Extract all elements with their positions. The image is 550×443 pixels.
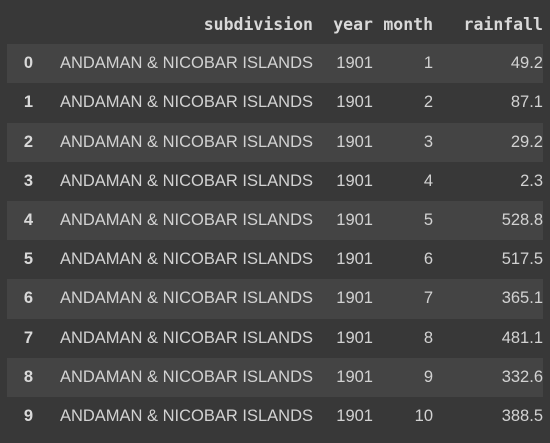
cell-rainfall: 365.1 bbox=[501, 289, 543, 308]
table-row: 8 ANDAMAN & NICOBAR ISLANDS 1901 9 332.6 bbox=[7, 357, 543, 397]
table-row: 5 ANDAMAN & NICOBAR ISLANDS 1901 6 517.5 bbox=[7, 240, 543, 280]
cell-subdivision: ANDAMAN & NICOBAR ISLANDS bbox=[59, 211, 313, 230]
cell-subdivision: ANDAMAN & NICOBAR ISLANDS bbox=[59, 406, 313, 425]
cell-month: 10 bbox=[414, 406, 433, 425]
cell-month: 6 bbox=[423, 250, 433, 269]
table-body: 0 ANDAMAN & NICOBAR ISLANDS 1901 1 49.2 … bbox=[7, 44, 543, 437]
row-index: 5 bbox=[23, 250, 33, 269]
column-header-subdivision: subdivision bbox=[203, 15, 313, 35]
table-row: 0 ANDAMAN & NICOBAR ISLANDS 1901 1 49.2 bbox=[7, 44, 543, 84]
cell-rainfall: 332.6 bbox=[501, 367, 543, 386]
cell-year: 1901 bbox=[336, 367, 373, 386]
row-index: 2 bbox=[23, 132, 33, 151]
cell-year: 1901 bbox=[336, 171, 373, 190]
row-index: 8 bbox=[23, 367, 33, 386]
cell-year: 1901 bbox=[336, 211, 373, 230]
cell-year: 1901 bbox=[336, 54, 373, 73]
cell-month: 4 bbox=[423, 171, 433, 190]
table-row: 3 ANDAMAN & NICOBAR ISLANDS 1901 4 2.3 bbox=[7, 161, 543, 201]
row-index: 1 bbox=[23, 93, 33, 112]
cell-subdivision: ANDAMAN & NICOBAR ISLANDS bbox=[59, 367, 313, 386]
row-index: 6 bbox=[23, 289, 33, 308]
cell-month: 5 bbox=[423, 211, 433, 230]
header-row: subdivision year month rainfall bbox=[7, 5, 543, 44]
cell-rainfall: 517.5 bbox=[501, 250, 543, 269]
row-index: 4 bbox=[23, 211, 33, 230]
cell-year: 1901 bbox=[336, 289, 373, 308]
index-header bbox=[7, 5, 33, 44]
cell-rainfall: 29.2 bbox=[510, 132, 543, 151]
cell-rainfall: 49.2 bbox=[510, 54, 543, 73]
cell-month: 3 bbox=[423, 132, 433, 151]
cell-rainfall: 481.1 bbox=[501, 328, 543, 347]
cell-rainfall: 528.8 bbox=[501, 211, 543, 230]
cell-subdivision: ANDAMAN & NICOBAR ISLANDS bbox=[59, 328, 313, 347]
cell-rainfall: 2.3 bbox=[520, 171, 543, 190]
cell-rainfall: 388.5 bbox=[501, 406, 543, 425]
dataframe-table: subdivision year month rainfall 0 ANDAMA… bbox=[7, 5, 543, 437]
row-index: 0 bbox=[23, 54, 33, 73]
table-header: subdivision year month rainfall bbox=[7, 5, 543, 44]
cell-year: 1901 bbox=[336, 132, 373, 151]
cell-subdivision: ANDAMAN & NICOBAR ISLANDS bbox=[59, 289, 313, 308]
row-index: 7 bbox=[23, 328, 33, 347]
table-row: 7 ANDAMAN & NICOBAR ISLANDS 1901 8 481.1 bbox=[7, 318, 543, 358]
cell-subdivision: ANDAMAN & NICOBAR ISLANDS bbox=[59, 132, 313, 151]
cell-year: 1901 bbox=[336, 406, 373, 425]
table-row: 1 ANDAMAN & NICOBAR ISLANDS 1901 2 87.1 bbox=[7, 83, 543, 123]
cell-subdivision: ANDAMAN & NICOBAR ISLANDS bbox=[59, 93, 313, 112]
cell-month: 7 bbox=[423, 289, 433, 308]
cell-month: 2 bbox=[423, 93, 433, 112]
cell-subdivision: ANDAMAN & NICOBAR ISLANDS bbox=[59, 250, 313, 269]
cell-year: 1901 bbox=[336, 250, 373, 269]
cell-month: 9 bbox=[423, 367, 433, 386]
cell-year: 1901 bbox=[336, 328, 373, 347]
cell-month: 8 bbox=[423, 328, 433, 347]
column-header-rainfall: rainfall bbox=[463, 15, 543, 35]
column-header-year: year bbox=[333, 15, 373, 35]
cell-subdivision: ANDAMAN & NICOBAR ISLANDS bbox=[59, 171, 313, 190]
column-header-month: month bbox=[383, 15, 433, 35]
row-index: 3 bbox=[23, 171, 33, 190]
cell-subdivision: ANDAMAN & NICOBAR ISLANDS bbox=[59, 54, 313, 73]
cell-year: 1901 bbox=[336, 93, 373, 112]
table-row: 6 ANDAMAN & NICOBAR ISLANDS 1901 7 365.1 bbox=[7, 279, 543, 319]
table-row: 2 ANDAMAN & NICOBAR ISLANDS 1901 3 29.2 bbox=[7, 122, 543, 162]
row-index: 9 bbox=[23, 406, 33, 425]
cell-month: 1 bbox=[423, 54, 433, 73]
table-row: 4 ANDAMAN & NICOBAR ISLANDS 1901 5 528.8 bbox=[7, 200, 543, 241]
cell-rainfall: 87.1 bbox=[510, 93, 543, 112]
table-row: 9 ANDAMAN & NICOBAR ISLANDS 1901 10 388.… bbox=[7, 396, 543, 437]
